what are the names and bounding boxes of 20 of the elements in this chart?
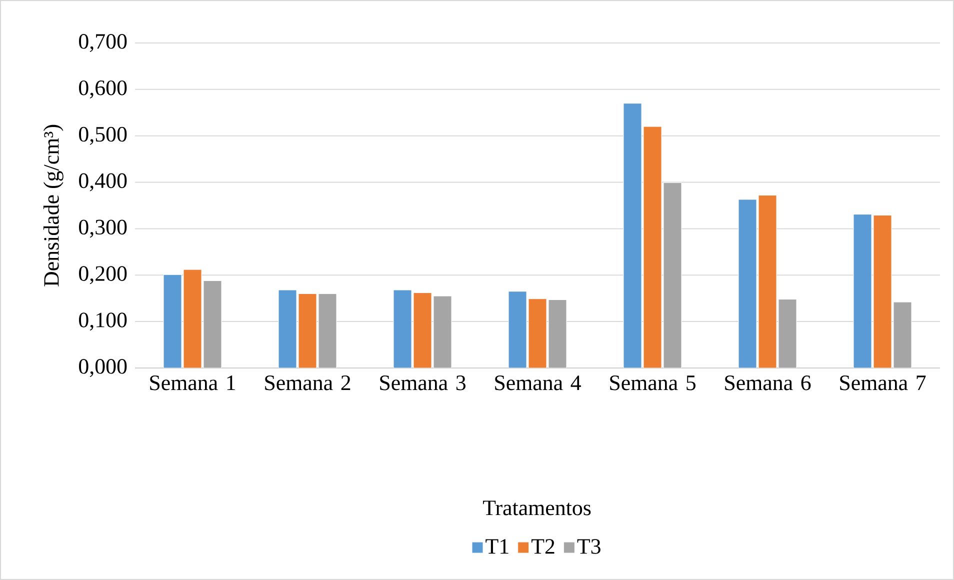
x-tick-label: Semana 5 [610,375,696,390]
y-axis-title: Densidade (g/cm³) [43,124,64,286]
x-tick-label: Semana 4 [495,375,581,390]
y-tick-label: 0,000 [79,359,127,377]
y-tick-label: 0,200 [79,266,127,284]
y-tick-label: 0,300 [79,220,127,238]
x-tick-label: Semana 7 [840,375,926,390]
legend-label: T3 [577,539,600,554]
x-tick-label: Semana 6 [725,375,811,390]
legend-title: Tratamentos [483,500,591,516]
y-tick-label: 0,400 [79,173,127,192]
y-tick-label: 0,100 [79,312,127,331]
legend-label: T2 [531,539,554,554]
y-tick-label: 0,700 [79,34,127,52]
y-tick-label: 0,600 [79,80,127,98]
x-tick-label: Semana 1 [150,375,236,390]
x-tick-label: Semana 3 [380,375,466,390]
x-tick-label: Semana 2 [265,375,350,390]
legend-label: T1 [486,539,508,554]
y-tick-label: 0,500 [79,126,127,145]
